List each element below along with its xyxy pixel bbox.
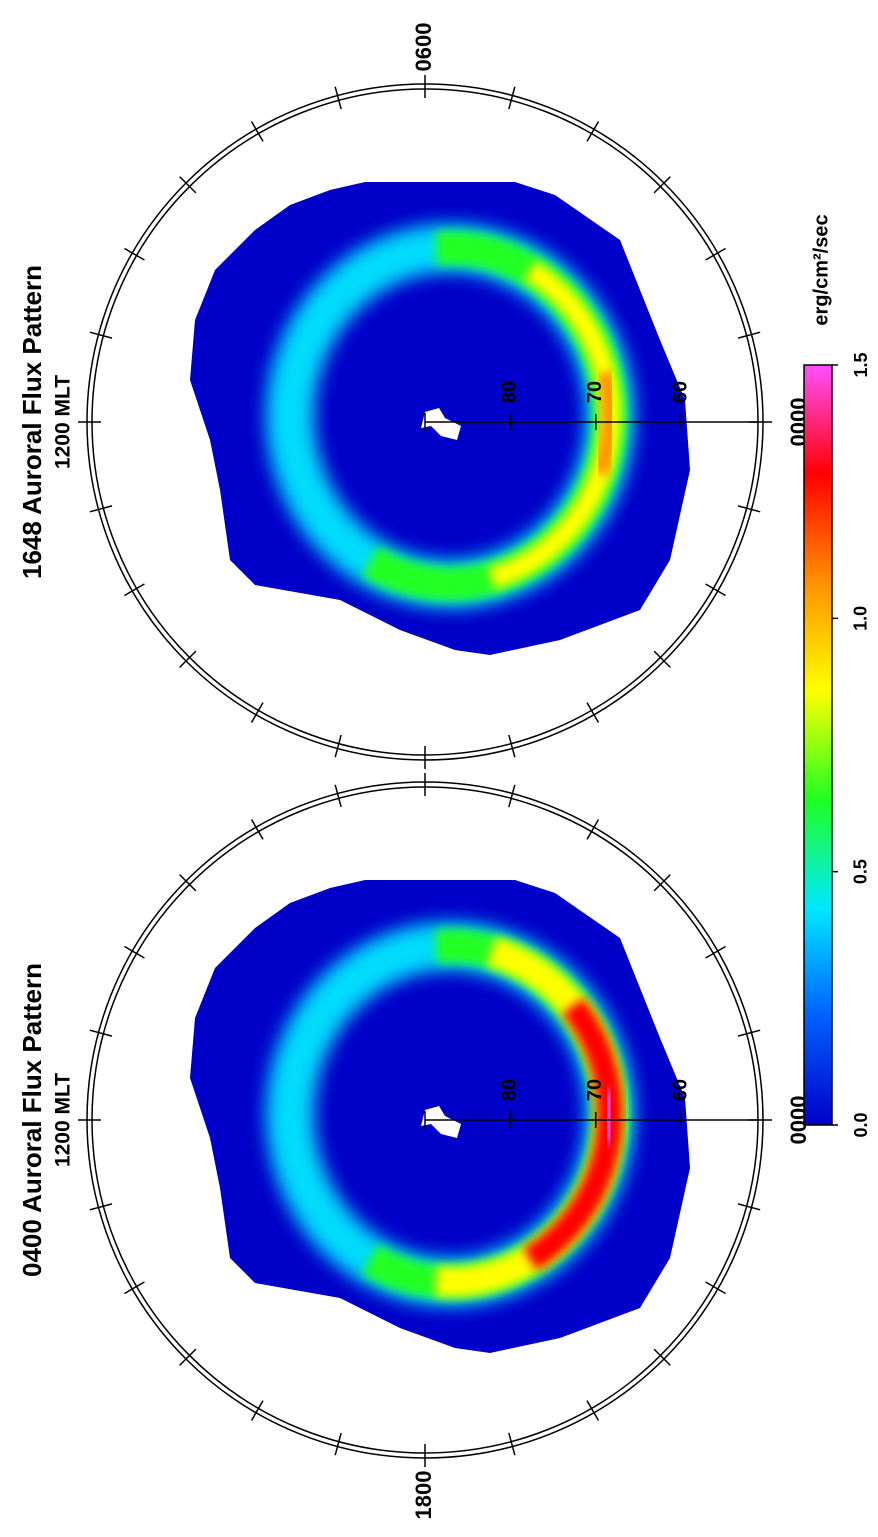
hour-tick [89,331,113,339]
mlt-label: 1800 [411,1471,436,1520]
hour-tick [508,784,516,808]
mlt-label: 0600 [411,23,436,72]
flux-arc [592,370,618,476]
hour-tick [705,583,726,597]
hour-tick [586,1400,600,1421]
hour-tick [737,1029,761,1037]
hour-tick [89,1203,113,1211]
hour-tick [179,176,197,194]
colorbar-tick-label: 0.5 [851,859,871,884]
hour-tick [179,1348,197,1366]
hour-tick [179,650,197,668]
hour-tick [653,176,671,194]
chart-title: 0400 Auroral Flux Pattern [17,963,47,1277]
colorbar-label: erg/cm²/sec [810,214,832,325]
hour-tick [124,583,145,597]
hour-tick [508,1432,516,1456]
hour-tick [250,1400,264,1421]
colorbar-tick-label: 0.0 [851,1112,871,1137]
colorbar [803,364,833,1126]
hour-tick [508,734,516,758]
hour-tick [586,819,600,840]
hour-tick [124,247,145,261]
hour-tick [334,784,342,808]
hour-tick [653,874,671,892]
hour-tick [705,945,726,959]
mlt-label: 1200 MLT [52,1073,75,1167]
hour-tick [737,1203,761,1211]
hour-tick [250,121,264,142]
colorbar-tick-label: 1.0 [851,606,871,631]
data-gap [421,408,461,440]
hour-tick [124,1281,145,1295]
hour-tick [334,86,342,110]
hour-tick [705,247,726,261]
hour-tick [586,702,600,723]
hour-tick [737,505,761,513]
lat-tick-label: 70 [584,381,606,403]
hour-tick [124,945,145,959]
hour-tick [653,1348,671,1366]
hour-tick [179,874,197,892]
hour-tick [508,86,516,110]
hour-tick [250,702,264,723]
lat-tick-label: 70 [584,1079,606,1101]
hour-tick [705,1281,726,1295]
mlt-label: 1200 MLT [52,375,75,469]
hour-tick [653,650,671,668]
hour-tick [89,505,113,513]
colorbar-tick-label: 1.5 [851,352,871,377]
hour-tick [737,331,761,339]
hour-tick [250,819,264,840]
lat-tick-label: 80 [499,381,521,403]
lat-tick-label: 60 [669,1079,691,1101]
chart-title: 1648 Auroral Flux Pattern [17,265,47,579]
flux-arc [599,1089,618,1145]
hour-tick [334,734,342,758]
lat-tick-label: 60 [669,381,691,403]
hour-tick [586,121,600,142]
data-gap [421,1106,461,1138]
hour-tick [334,1432,342,1456]
hour-tick [89,1029,113,1037]
lat-tick-label: 80 [499,1079,521,1101]
